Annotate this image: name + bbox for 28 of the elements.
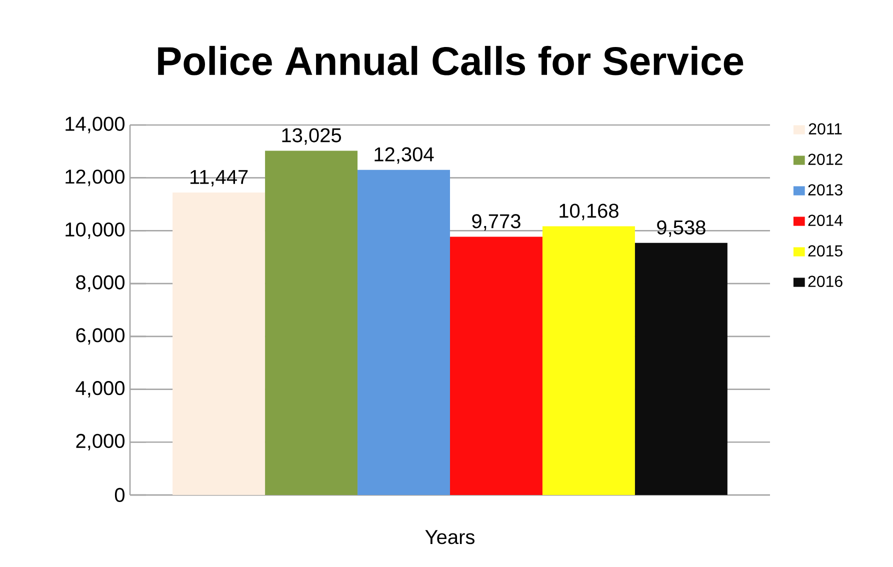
data-label: 12,304 [374,147,434,164]
y-tick-label: 6,000 [76,328,124,345]
data-label: 9,773 [472,214,520,231]
bar [265,150,358,495]
x-axis-title: Years [425,530,474,544]
data-label: 9,538 [657,220,706,237]
legend-label: 2015 [808,245,842,257]
bar [358,170,450,495]
y-tick-label: 2,000 [76,434,124,450]
legend-label: 2014 [808,214,843,226]
data-label: 13,025 [282,128,342,145]
y-tick-label: 8,000 [76,275,124,292]
bar [634,242,728,495]
chart-title: Police Annual Calls for Service [158,46,744,76]
bar [542,226,635,495]
y-tick-label: 0 [114,488,125,502]
bar [450,236,542,495]
y-tick-label: 14,000 [66,116,124,134]
y-tick-label: 12,000 [66,170,124,186]
y-tick-label: 10,000 [66,222,124,239]
y-tick-label: 4,000 [76,381,124,398]
data-label: 11,447 [190,170,248,186]
bar [172,192,266,495]
legend-label: 2013 [808,184,842,196]
legend-label: 2016 [808,276,842,288]
data-label: 10,168 [560,204,618,220]
legend-label: 2012 [808,154,842,166]
legend-label: 2011 [808,123,842,135]
